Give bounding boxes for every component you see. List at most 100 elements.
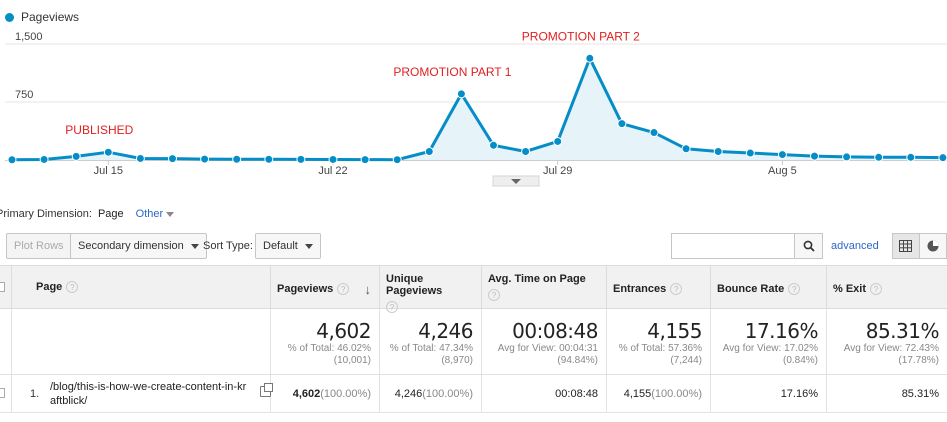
data-point[interactable]	[264, 154, 274, 164]
data-point[interactable]	[938, 153, 947, 163]
table-toolbar: Plot Rows Secondary dimension Sort Type:…	[0, 233, 947, 259]
totals-avg-time: 00:08:48 Avg for View: 00:04:31 (94.84%)	[482, 309, 607, 375]
help-icon[interactable]: ?	[670, 283, 683, 296]
data-point[interactable]	[489, 140, 498, 150]
sort-type-dropdown[interactable]: Default	[255, 233, 321, 259]
totals-sub: % of Total: 46.02%	[287, 343, 371, 354]
data-point[interactable]	[521, 146, 531, 156]
data-point[interactable]	[649, 128, 659, 138]
data-point[interactable]	[296, 154, 306, 164]
plot-rows-button[interactable]: Plot Rows	[6, 233, 72, 259]
totals-sub: (94.84%)	[557, 355, 598, 366]
data-point[interactable]	[392, 155, 402, 165]
chevron-down-icon	[304, 243, 313, 249]
pie-chart-icon	[927, 240, 939, 252]
header-page: Page?	[12, 265, 271, 309]
table-row-page: 1. /blog/this-is-how-we-create-content-i…	[12, 375, 273, 413]
data-point[interactable]	[168, 154, 177, 164]
chart-expander	[492, 175, 540, 187]
totals-sub: Avg for View: 72.43%	[843, 343, 939, 354]
row-pageviews: 4,602	[292, 388, 321, 400]
data-point[interactable]	[135, 153, 145, 163]
data-point[interactable]	[71, 151, 81, 161]
totals-entrances: 4,155 % of Total: 57.36% (7,244)	[607, 309, 711, 375]
external-link-icon[interactable]	[260, 383, 273, 397]
row-entrances: 4,155	[623, 388, 652, 400]
row-unique-pageviews-pct: (100.00%)	[422, 388, 473, 400]
totals-value: 4,246	[418, 319, 473, 343]
row-checkbox[interactable]	[0, 388, 5, 398]
row-pageviews-pct: (100.00%)	[320, 388, 371, 400]
totals-sub: % of Total: 47.34%	[389, 343, 473, 354]
totals-bounce-rate: 17.16% Avg for View: 17.02% (0.84%)	[711, 309, 827, 375]
data-point[interactable]	[553, 136, 563, 146]
legend-dot	[5, 12, 14, 22]
data-point[interactable]	[681, 144, 691, 154]
data-point[interactable]	[7, 155, 17, 165]
header-pageviews[interactable]: Pageviews? ↓	[271, 265, 380, 309]
data-point[interactable]	[906, 152, 916, 162]
chart-annotation: PUBLISHED	[65, 123, 133, 137]
totals-checkbox-col	[0, 309, 12, 375]
header-bounce-rate-label: Bounce Rate	[717, 283, 785, 295]
header-unique-pageviews[interactable]: Unique Pageviews?	[380, 265, 482, 313]
help-icon[interactable]: ?	[337, 283, 350, 296]
data-point[interactable]	[424, 146, 434, 156]
data-point[interactable]	[777, 150, 787, 160]
table-row-bounce-rate: 17.16%	[711, 375, 827, 413]
totals-pageviews: 4,602 % of Total: 46.02% (10,001)	[271, 309, 380, 375]
data-point[interactable]	[39, 154, 49, 164]
x-tick-label: Aug 5	[768, 165, 797, 177]
other-label[interactable]: Other	[135, 208, 164, 220]
chevron-down-icon	[166, 211, 175, 217]
header-checkbox[interactable]	[0, 282, 5, 292]
table-row-entrances: 4,155(100.00%)	[607, 375, 711, 413]
data-point[interactable]	[713, 146, 723, 156]
row-entrances-pct: (100.00%)	[651, 388, 702, 400]
help-icon[interactable]: ?	[870, 283, 883, 296]
help-icon[interactable]: ?	[788, 283, 801, 296]
totals-exit: 85.31% Avg for View: 72.43% (17.78%)	[827, 309, 947, 375]
header-bounce-rate[interactable]: Bounce Rate?	[711, 265, 827, 309]
header-exit[interactable]: % Exit?	[827, 265, 947, 309]
primary-dimension-page[interactable]: Page	[97, 208, 124, 220]
totals-sub: % of Total: 57.36%	[618, 343, 702, 354]
table-row-exit: 85.31%	[827, 375, 947, 413]
totals-sub: Avg for View: 17.02%	[722, 343, 818, 354]
data-point[interactable]	[456, 89, 466, 99]
totals-unique-pageviews: 4,246 % of Total: 47.34% (8,970)	[380, 309, 482, 375]
help-icon[interactable]: ?	[66, 281, 79, 294]
header-entrances-label: Entrances	[613, 283, 667, 295]
search-button[interactable]	[794, 234, 822, 258]
header-exit-label: % Exit	[833, 283, 867, 295]
search-input[interactable]	[672, 234, 794, 258]
legend-label: Pageviews	[21, 10, 80, 24]
data-point[interactable]	[842, 152, 852, 162]
totals-sub: (17.78%)	[898, 355, 939, 366]
chart-annotation: PROMOTION PART 2	[522, 29, 640, 43]
pie-view-button[interactable]	[919, 234, 946, 258]
data-point[interactable]	[585, 53, 595, 63]
page-link[interactable]: /blog/this-is-how-we-create-content-in-k…	[50, 381, 247, 407]
secondary-dimension-dropdown[interactable]: Secondary dimension	[70, 233, 207, 259]
data-point[interactable]	[360, 155, 370, 165]
help-icon[interactable]: ?	[488, 289, 500, 301]
header-avg-time[interactable]: Avg. Time on Page?	[482, 265, 607, 309]
data-point[interactable]	[810, 151, 819, 161]
header-entrances[interactable]: Entrances?	[607, 265, 711, 309]
help-icon[interactable]: ?	[386, 301, 398, 313]
data-point[interactable]	[617, 119, 627, 129]
data-point[interactable]	[328, 154, 338, 164]
data-point[interactable]	[745, 148, 755, 158]
data-point[interactable]	[232, 154, 242, 164]
data-point[interactable]	[200, 154, 210, 164]
row-exit: 85.31%	[901, 388, 939, 400]
primary-dimension-other[interactable]: Other	[136, 208, 175, 220]
table-row-unique-pageviews: 4,246(100.00%)	[380, 375, 482, 413]
advanced-link[interactable]: advanced	[831, 240, 879, 252]
data-point[interactable]	[103, 147, 113, 157]
totals-sub: (8,970)	[441, 355, 473, 366]
pageviews-chart: 1,500 750 Jul 15 Jul 22 Jul 29 Aug 5 PUBLISHE…	[5, 29, 947, 187]
table-view-button[interactable]	[893, 234, 920, 258]
data-point[interactable]	[874, 152, 884, 162]
